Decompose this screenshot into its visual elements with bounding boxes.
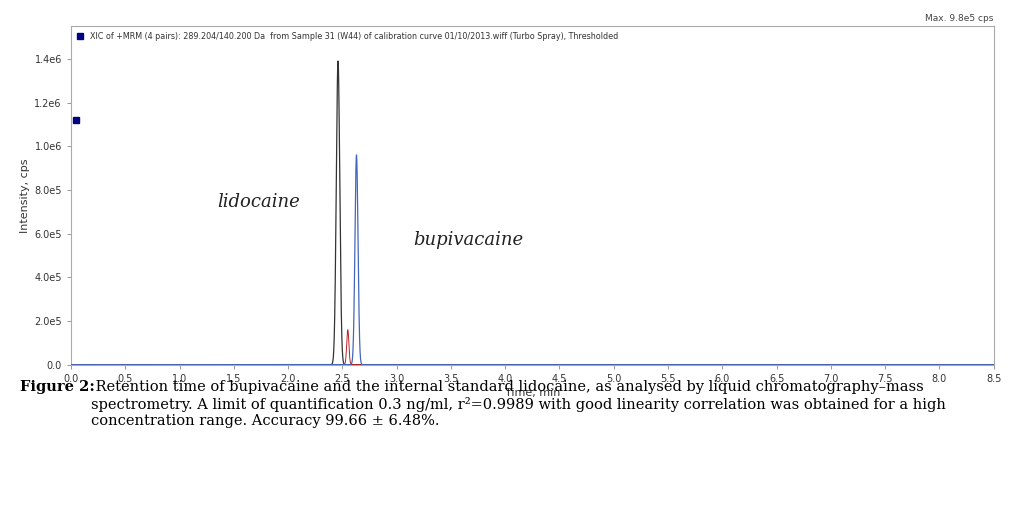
X-axis label: Time, min: Time, min <box>505 388 560 398</box>
Text: Retention time of bupivacaine and the internal standard lidocaine, as analysed b: Retention time of bupivacaine and the in… <box>91 380 946 428</box>
Text: Figure 2:: Figure 2: <box>20 380 95 394</box>
Y-axis label: Intensity, cps: Intensity, cps <box>20 158 30 232</box>
Text: bupivacaine: bupivacaine <box>413 230 523 249</box>
Text: Max. 9.8e5 cps: Max. 9.8e5 cps <box>926 14 994 22</box>
Legend: XIC of +MRM (4 pairs): 289.204/140.200 Da  from Sample 31 (W44) of calibration c: XIC of +MRM (4 pairs): 289.204/140.200 D… <box>75 30 620 42</box>
Text: lidocaine: lidocaine <box>218 193 300 212</box>
